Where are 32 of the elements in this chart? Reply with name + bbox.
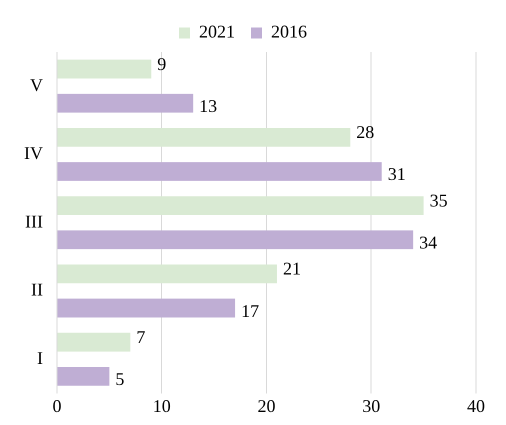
bar	[57, 230, 414, 250]
x-tick-label: 40	[467, 396, 485, 416]
data-label: 17	[241, 300, 260, 321]
bar	[57, 332, 130, 352]
data-label: 34	[419, 232, 438, 253]
y-tick-label: II	[30, 280, 43, 300]
bar	[57, 196, 424, 216]
legend-label: 2016	[271, 22, 307, 42]
y-tick-label: I	[36, 348, 43, 368]
data-label: 31	[388, 164, 406, 184]
bar	[57, 298, 236, 318]
data-label: 9	[157, 54, 166, 74]
bar	[57, 94, 194, 113]
bar	[57, 264, 277, 284]
y-tick-label: IV	[24, 143, 43, 164]
data-label: 7	[136, 326, 146, 347]
x-tick-label: 10	[152, 396, 171, 416]
data-label: 5	[115, 369, 124, 390]
y-tick-label: III	[25, 211, 43, 232]
bar	[57, 162, 382, 181]
data-label: 35	[430, 190, 448, 210]
data-label: 28	[356, 122, 374, 142]
legend-label: 2021	[199, 22, 235, 42]
data-label: 13	[199, 96, 218, 116]
x-tick-label: 20	[257, 396, 276, 416]
bar	[57, 128, 350, 147]
data-label: 21	[282, 258, 301, 279]
bar	[57, 60, 152, 78]
y-tick-label: V	[30, 74, 43, 95]
x-tick-label: 0	[52, 396, 62, 416]
bar	[57, 366, 110, 386]
x-tick-label: 30	[362, 396, 380, 416]
